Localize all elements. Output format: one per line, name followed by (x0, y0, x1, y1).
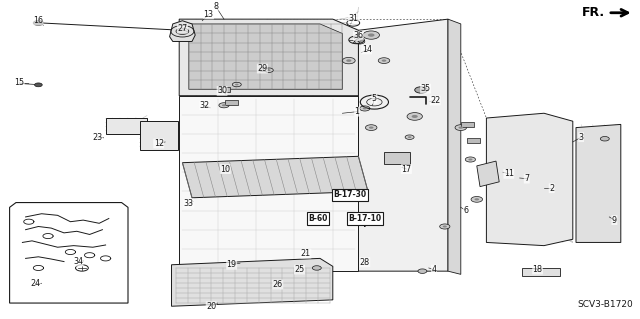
Bar (461, 122, 474, 127)
Circle shape (465, 157, 476, 162)
Circle shape (443, 226, 447, 227)
Text: 8: 8 (213, 2, 218, 11)
Circle shape (458, 126, 463, 129)
Text: 5: 5 (372, 94, 377, 103)
Polygon shape (172, 258, 333, 306)
Text: FR.: FR. (582, 6, 605, 19)
Circle shape (35, 83, 42, 87)
Circle shape (471, 197, 483, 202)
Text: 3: 3 (579, 133, 584, 142)
Circle shape (408, 136, 412, 138)
Polygon shape (477, 161, 499, 187)
Circle shape (378, 58, 390, 63)
Circle shape (342, 57, 355, 64)
Polygon shape (140, 121, 178, 150)
Text: 29: 29 (257, 64, 268, 73)
Text: 15: 15 (14, 78, 24, 87)
Text: 22: 22 (430, 96, 440, 105)
Circle shape (455, 125, 467, 130)
Circle shape (405, 135, 414, 139)
Text: 21: 21 (301, 249, 311, 258)
Text: 32: 32 (200, 101, 210, 110)
Text: 12: 12 (154, 139, 164, 148)
Circle shape (259, 67, 268, 72)
Bar (225, 100, 238, 105)
Circle shape (358, 41, 362, 42)
Bar (467, 138, 480, 143)
Polygon shape (486, 113, 573, 246)
Circle shape (355, 39, 365, 44)
Polygon shape (576, 124, 621, 242)
Circle shape (235, 84, 239, 85)
Bar (218, 87, 230, 92)
Polygon shape (179, 96, 358, 271)
Circle shape (222, 104, 226, 106)
Circle shape (369, 126, 374, 129)
Polygon shape (106, 118, 147, 134)
Polygon shape (189, 24, 342, 89)
Circle shape (407, 113, 422, 120)
Circle shape (312, 266, 321, 270)
Text: 35: 35 (420, 84, 431, 93)
Text: 24: 24 (30, 279, 40, 288)
Text: B-17-10: B-17-10 (348, 214, 381, 223)
Text: 20: 20 (206, 302, 216, 311)
Circle shape (412, 115, 418, 118)
Text: 18: 18 (532, 265, 543, 274)
Circle shape (232, 82, 241, 87)
Circle shape (219, 103, 229, 108)
Circle shape (368, 33, 374, 37)
Circle shape (176, 28, 189, 34)
Text: 31: 31 (348, 14, 358, 23)
Circle shape (33, 20, 44, 26)
Text: SCV3-B1720: SCV3-B1720 (578, 300, 634, 309)
Text: 2: 2 (549, 184, 554, 193)
Text: 34: 34 (73, 257, 83, 266)
Polygon shape (384, 152, 410, 164)
Text: 14: 14 (362, 45, 372, 54)
Circle shape (600, 137, 609, 141)
Circle shape (264, 68, 273, 72)
Text: 10: 10 (220, 165, 230, 174)
Circle shape (360, 106, 370, 111)
Circle shape (415, 87, 428, 93)
Text: 30: 30 (217, 86, 227, 95)
Circle shape (468, 159, 472, 160)
Circle shape (363, 31, 380, 39)
Circle shape (418, 269, 427, 273)
Circle shape (267, 69, 271, 71)
Text: 7: 7 (524, 174, 529, 183)
Text: 1: 1 (355, 107, 360, 116)
Circle shape (440, 224, 450, 229)
Text: 33: 33 (184, 199, 194, 208)
Text: 11: 11 (504, 169, 514, 178)
Polygon shape (182, 156, 368, 198)
Text: 13: 13 (204, 10, 214, 19)
Text: 9: 9 (612, 216, 617, 225)
Text: 4: 4 (431, 265, 436, 274)
Circle shape (363, 108, 367, 109)
Text: B-60: B-60 (308, 214, 328, 223)
Circle shape (365, 125, 377, 130)
Text: 36: 36 (353, 31, 364, 40)
Text: 23: 23 (92, 133, 102, 142)
Text: 27: 27 (177, 24, 188, 33)
Text: B-17-30: B-17-30 (333, 190, 367, 199)
Polygon shape (358, 19, 448, 271)
Polygon shape (448, 19, 461, 274)
Text: 6: 6 (463, 206, 468, 215)
Polygon shape (179, 19, 358, 96)
Text: 25: 25 (294, 265, 305, 274)
Text: 28: 28 (360, 258, 370, 267)
Bar (522, 268, 560, 276)
Circle shape (346, 59, 351, 62)
Circle shape (381, 59, 387, 62)
Circle shape (474, 198, 479, 201)
Text: 16: 16 (33, 16, 44, 25)
Text: 26: 26 (273, 280, 283, 289)
Polygon shape (170, 21, 195, 41)
Text: 17: 17 (401, 165, 412, 174)
Text: 19: 19 (227, 260, 237, 269)
